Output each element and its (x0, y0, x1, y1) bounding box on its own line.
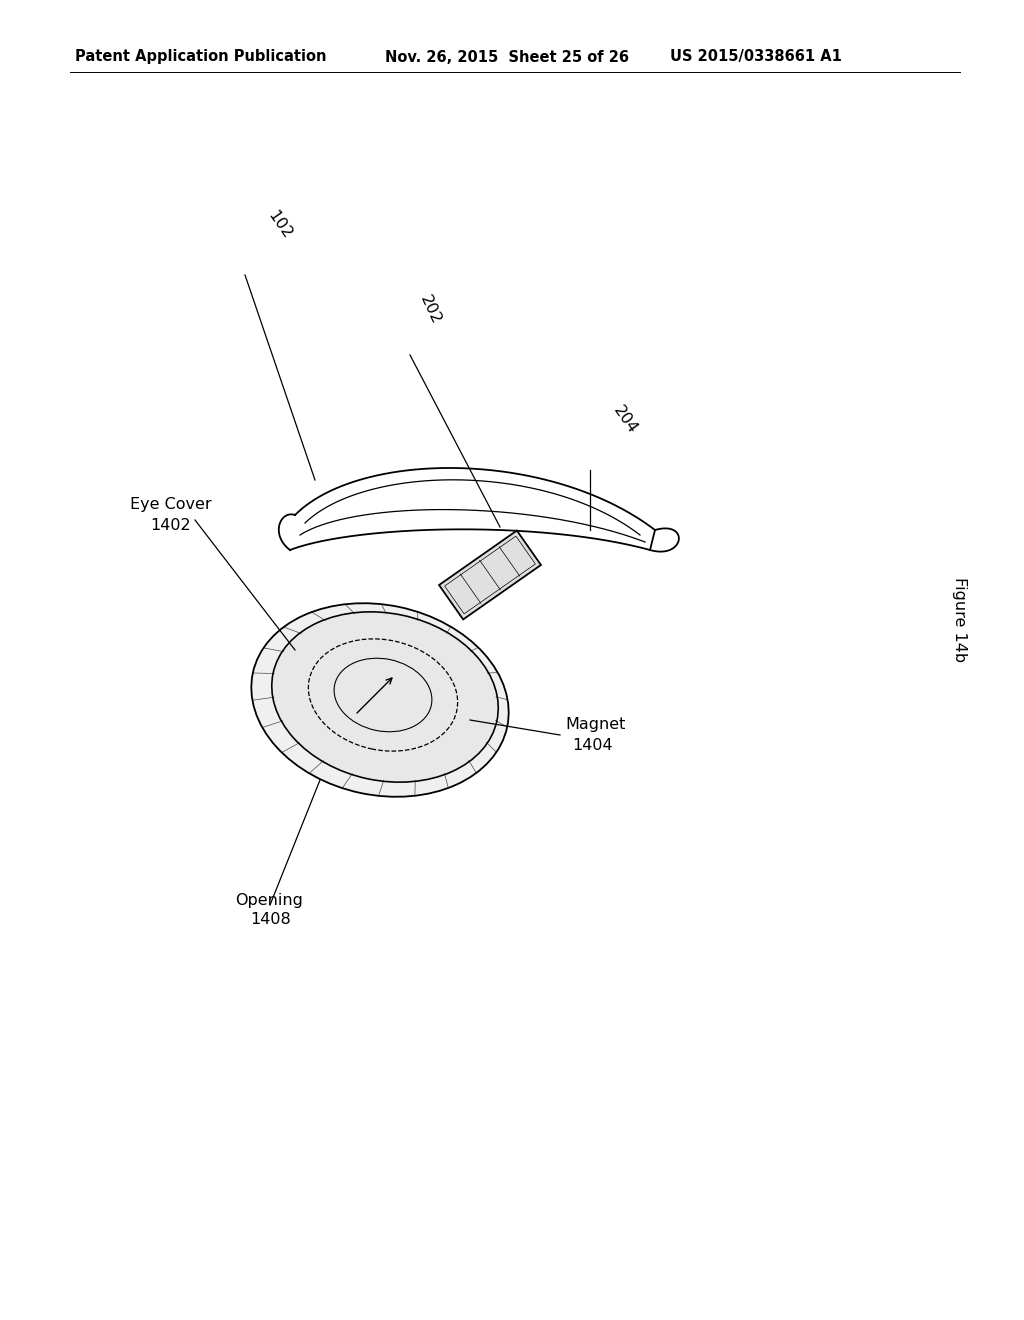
Polygon shape (439, 531, 541, 619)
Text: Opening: Opening (234, 892, 303, 908)
Text: US 2015/0338661 A1: US 2015/0338661 A1 (670, 49, 842, 65)
Text: 1402: 1402 (150, 517, 190, 532)
Text: 202: 202 (417, 293, 443, 327)
Text: 1404: 1404 (572, 738, 612, 752)
Text: 204: 204 (610, 403, 640, 437)
Text: 1408: 1408 (250, 912, 291, 928)
Text: Magnet: Magnet (565, 718, 626, 733)
Ellipse shape (251, 603, 509, 797)
Text: Nov. 26, 2015  Sheet 25 of 26: Nov. 26, 2015 Sheet 25 of 26 (385, 49, 629, 65)
Ellipse shape (271, 612, 499, 783)
Text: Eye Cover: Eye Cover (130, 498, 212, 512)
Text: Figure 14b: Figure 14b (952, 577, 968, 663)
Text: Patent Application Publication: Patent Application Publication (75, 49, 327, 65)
Text: 102: 102 (265, 209, 295, 242)
